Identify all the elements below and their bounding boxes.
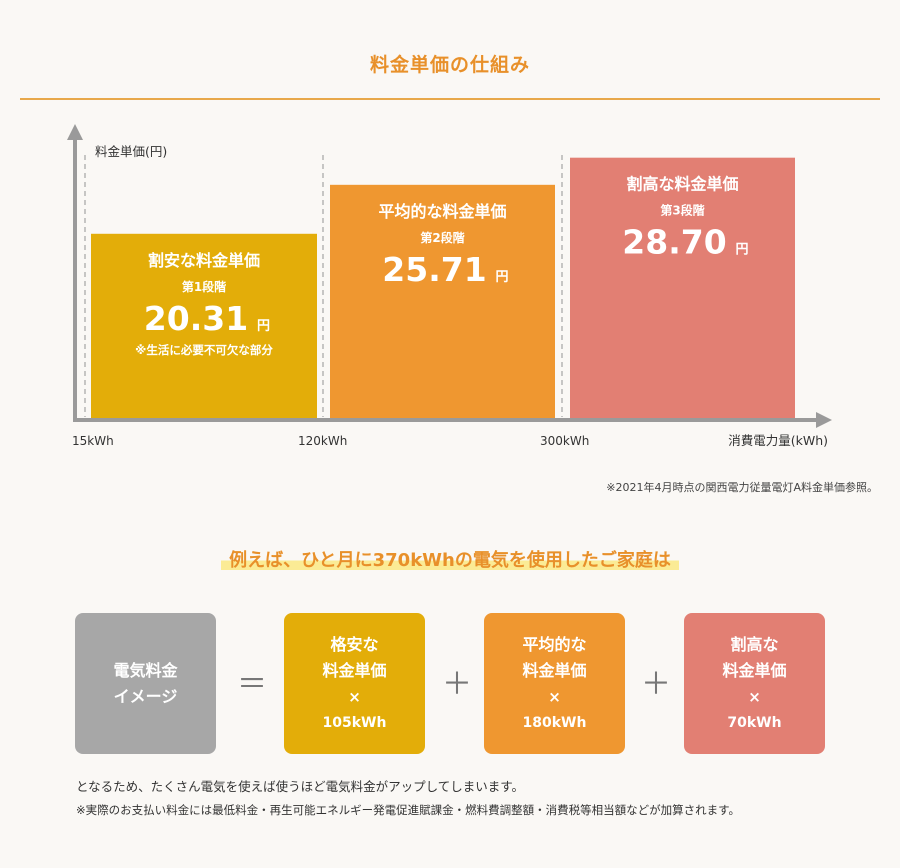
y-axis-arrow: [67, 124, 83, 140]
tier-value-label: 25.71: [382, 250, 486, 289]
example-headline-text: 例えば、ひと月に370kWhの電気を使用したご家庭は: [221, 546, 679, 572]
x-tick-label: 15kWh: [72, 434, 114, 448]
tier-unit-label: 円: [736, 243, 749, 258]
tier-unit-label: 円: [496, 270, 509, 285]
page-title: 料金単価の仕組み: [369, 54, 530, 76]
x-tick-label: 300kWh: [540, 434, 589, 448]
cheap-tier-line2: 料金単価: [322, 660, 387, 680]
average-tier-box: 平均的な 料金単価 × 180kWh: [484, 613, 625, 754]
tier-note-label: ※生活に必要不可欠な部分: [135, 343, 273, 357]
tier-name-label: 割高な料金単価: [626, 175, 738, 194]
title-divider: [20, 98, 880, 100]
cheap-tier-amount: 105kWh: [322, 714, 387, 731]
expensive-tier-box: 割高な 料金単価 × 70kWh: [684, 613, 825, 754]
plus-sign: ＋: [641, 667, 671, 702]
times-sign: ×: [748, 687, 761, 706]
tier-bar: [330, 184, 555, 418]
average-tier-line2: 料金単価: [522, 660, 587, 680]
tier-stage-label: 第1段階: [182, 279, 226, 294]
tier-price-chart: 料金単価(円) 消費電力量(kWh) 15kWh 120kWh 300kWh 割安な料金単…: [67, 124, 832, 448]
plus-sign: ＋: [442, 667, 472, 702]
cheap-tier-box: 格安な 料金単価 × 105kWh: [284, 613, 425, 754]
x-axis-label: 消費電力量(kWh): [728, 433, 828, 448]
tier-stage-label: 第2段階: [420, 230, 464, 245]
equals-sign: ＝: [237, 667, 267, 702]
x-tick-label: 120kWh: [298, 434, 347, 448]
example-headline: 例えば、ひと月に370kWhの電気を使用したご家庭は: [0, 546, 900, 572]
expensive-tier-amount: 70kWh: [727, 714, 782, 731]
average-tier-line1: 平均的な: [522, 634, 587, 654]
tier-value-label: 20.31: [144, 299, 248, 338]
times-sign: ×: [548, 687, 561, 706]
tier-unit-label: 円: [257, 319, 270, 334]
tier-name-label: 平均的な料金単価: [378, 202, 506, 221]
tier-name-label: 割安な料金単価: [148, 251, 260, 270]
times-sign: ×: [348, 687, 361, 706]
average-tier-amount: 180kWh: [522, 714, 587, 731]
bill-image-line1: 電気料金: [113, 660, 178, 680]
expensive-tier-line1: 割高な: [730, 634, 779, 654]
x-axis-arrow: [816, 412, 832, 428]
tier-value-label: 28.70: [622, 223, 726, 262]
source-note: ※2021年4月時点の関西電力従量電灯A料金単価参照。: [606, 481, 878, 494]
y-axis-label: 料金単価(円): [95, 144, 167, 159]
cheap-tier-line1: 格安な: [330, 634, 379, 654]
bill-image-line2: イメージ: [113, 686, 178, 706]
expensive-tier-line2: 料金単価: [722, 660, 787, 680]
tier-stage-label: 第3段階: [660, 203, 704, 218]
bill-image-box: 電気料金 イメージ: [75, 613, 216, 754]
conclusion-note: となるため、たくさん電気を使えば使うほど電気料金がアップしてしまいます。: [76, 779, 525, 794]
disclaimer-note: ※実際のお支払い料金には最低料金・再生可能エネルギー発電促進賦課金・燃料費調整額…: [76, 803, 740, 817]
tier-bar: [570, 157, 795, 419]
tier-bar: [91, 233, 317, 418]
